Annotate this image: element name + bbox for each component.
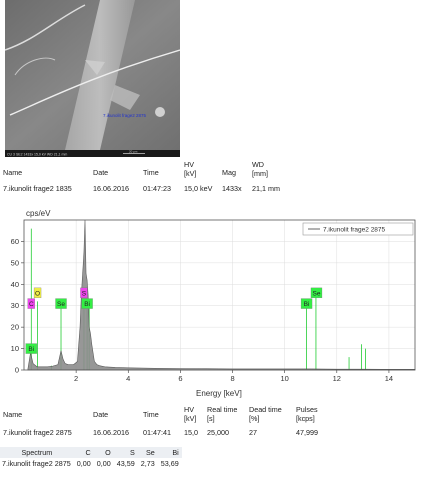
x-tick-label: 6 xyxy=(178,374,182,383)
col-hv-header: HV xyxy=(184,160,194,169)
spec-col-hv-unit: [kV] xyxy=(184,414,197,423)
comp-header-se: Se xyxy=(137,447,158,458)
sem-scale-bar-label: 20 µm xyxy=(129,150,138,154)
legend-label: 7.ikunolit frage2 2875 xyxy=(323,227,386,234)
col-name-header: Name xyxy=(3,168,23,177)
spec-col-deadtime: Dead time xyxy=(249,405,282,414)
plot-frame xyxy=(23,219,416,371)
element-label: O xyxy=(35,290,40,297)
col-wd-unit: [mm] xyxy=(252,169,268,178)
col-hv-unit: [kV] xyxy=(184,169,197,178)
spec-col-realtime: Real time xyxy=(207,405,238,414)
x-tick-label: 12 xyxy=(333,374,341,383)
y-tick-label: 10 xyxy=(11,344,19,353)
spectrum-area xyxy=(27,219,416,371)
y-axis-ticks: 0 10 20 30 40 50 60 xyxy=(11,237,24,375)
comp-header-spectrum: Spectrum xyxy=(0,447,74,458)
sem-micrograph: 7.ikunolit frage2 2875 CU 3 SE2 1433x 15… xyxy=(5,0,180,157)
x-axis-label: Energy [keV] xyxy=(196,389,242,398)
spec-name: 7.ikunolit frage2 2875 xyxy=(3,428,72,437)
element-label-box xyxy=(27,298,35,309)
legend: 7.ikunolit frage2 2875 xyxy=(302,222,414,236)
y-tick-label: 30 xyxy=(11,301,19,310)
eds-spectrum-chart: cps/eV 0 10 20 30 40 50 60 2 4 6 8 10 12 14 CO Se S Bi B… xyxy=(0,205,427,405)
col-date-header: Date xyxy=(93,168,109,177)
element-label: Bi xyxy=(84,301,90,308)
image-time: 01:47:23 xyxy=(143,184,171,193)
y-tick-label: 50 xyxy=(11,258,19,267)
spec-col-pulses: Pulses xyxy=(296,405,318,414)
x-tick-label: 8 xyxy=(230,374,234,383)
element-label: S xyxy=(82,290,87,297)
spec-deadtime: 27 xyxy=(249,428,257,437)
image-name: 7.ikunolit frage2 1835 xyxy=(3,184,72,193)
image-hv: 15,0 keV xyxy=(184,184,213,193)
element-label-box xyxy=(81,298,93,309)
col-time-header: Time xyxy=(143,168,159,177)
spec-col-realtime-unit: [s] xyxy=(207,414,215,423)
comp-header-o: O xyxy=(93,447,114,458)
spec-col-hv: HV xyxy=(184,405,194,414)
element-label-box xyxy=(300,298,313,309)
composition-header-row: Spectrum C O S Se Bi xyxy=(0,447,182,458)
composition-row: 7.ikunolit frage2 2875 0,00 0,00 43,59 2… xyxy=(0,458,182,469)
y-tick-label: 0 xyxy=(15,366,19,375)
spec-col-date: Date xyxy=(93,410,109,419)
spec-pulses: 47,999 xyxy=(296,428,318,437)
element-label: Bi xyxy=(304,301,310,308)
x-tick-label: 10 xyxy=(280,374,288,383)
element-label-box xyxy=(55,298,67,309)
comp-o: 0,00 xyxy=(96,459,111,468)
image-date: 16.06.2016 xyxy=(93,184,129,193)
spec-col-time: Time xyxy=(143,410,159,419)
y-axis-label: cps/eV xyxy=(26,209,51,218)
element-label: C xyxy=(29,301,34,308)
element-label-box xyxy=(310,287,323,299)
comp-spectrum-name: 7.ikunolit frage2 2875 xyxy=(2,459,71,468)
sem-info-line: CU 3 SE2 1433x 15,0 kV WD 21,1 mm xyxy=(7,153,67,157)
comp-se: 2,73 xyxy=(140,459,155,468)
spec-date: 16.06.2016 xyxy=(93,428,129,437)
spec-hv: 15,0 xyxy=(184,428,198,437)
col-wd-header: WD xyxy=(252,160,264,169)
image-info-table: Name Date Time HV [kV] Mag WD [mm] 7.iku… xyxy=(3,159,423,195)
element-label: Se xyxy=(312,290,320,297)
comp-s: 43,59 xyxy=(116,459,135,468)
comp-header-c: C xyxy=(73,447,94,458)
comp-c: 0,00 xyxy=(76,459,91,468)
spec-col-pulses-unit: [kcps] xyxy=(296,414,315,423)
element-label: Bi xyxy=(28,346,34,353)
x-tick-label: 14 xyxy=(385,374,393,383)
image-wd: 21,1 mm xyxy=(252,184,280,193)
x-axis-ticks: 2 4 6 8 10 12 14 xyxy=(74,370,393,383)
element-label-box xyxy=(25,343,37,354)
comp-header-bi: Bi xyxy=(157,447,182,458)
spec-col-name: Name xyxy=(3,410,23,419)
comp-bi: 53,69 xyxy=(160,459,179,468)
spectrum-info-table: Name Date Time HV [kV] Real time [s] Dea… xyxy=(3,404,423,440)
y-tick-label: 60 xyxy=(11,237,19,246)
x-tick-label: 2 xyxy=(74,374,78,383)
comp-header-s: S xyxy=(113,447,138,458)
spec-col-deadtime-unit: [%] xyxy=(249,414,260,423)
sem-spot-caption: 7.ikunolit frage2 2875 xyxy=(103,113,147,118)
composition-table: Spectrum C O S Se Bi 7.ikunolit frage2 2… xyxy=(0,447,200,475)
plot-area xyxy=(27,219,416,371)
y-tick-label: 20 xyxy=(11,323,19,332)
x-tick-label: 4 xyxy=(126,374,130,383)
col-mag-header: Mag xyxy=(222,168,236,177)
element-label-box xyxy=(33,287,42,299)
element-label: Se xyxy=(57,301,65,308)
y-tick-label: 40 xyxy=(11,280,19,289)
spec-realtime: 25,000 xyxy=(207,428,229,437)
spec-time: 01:47:41 xyxy=(143,428,171,437)
image-mag: 1433x xyxy=(222,184,242,193)
chart-grid xyxy=(24,220,415,371)
element-label-box xyxy=(80,287,88,299)
